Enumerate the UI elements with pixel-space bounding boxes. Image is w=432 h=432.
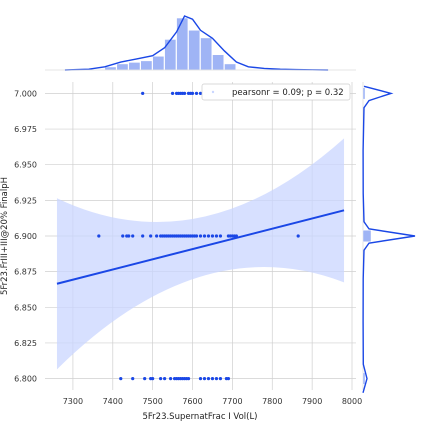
y-tick-label: 6.850 [14, 303, 37, 312]
top-marginal [45, 15, 356, 71]
scatter-point [198, 376, 203, 381]
scatter-point [198, 234, 203, 238]
main-panel: 7300 7400 7500 7600 7700 7800 7900 8000 6.8006.… [0, 82, 362, 422]
top-kde-curve [64, 15, 329, 71]
x-tick-label: 8000 [342, 397, 362, 406]
legend-box [201, 83, 351, 101]
y-tick-label: 6.800 [14, 375, 37, 384]
y-tick-label: 6.825 [14, 339, 37, 348]
histogram-bar [362, 230, 372, 242]
histogram-bar [362, 372, 366, 385]
histogram-bar [128, 62, 141, 71]
histogram-bar [140, 60, 153, 71]
scatter-point [143, 376, 147, 381]
scatter-point [151, 376, 155, 381]
histogram-bar [116, 63, 129, 71]
histogram-bar [224, 63, 237, 71]
scatter-point [218, 376, 223, 381]
x-tick-label: 7300 [63, 397, 83, 406]
x-tick-label: 7700 [222, 397, 242, 406]
histogram-bar [200, 37, 213, 71]
scatter-points [97, 91, 300, 381]
x-tick-labels: 7300 7400 7500 7600 7700 7800 7900 8000 [63, 397, 362, 406]
y-tick-label: 7.000 [14, 89, 37, 98]
scatter-point [131, 376, 135, 381]
scatter-point [202, 376, 207, 381]
histogram-bar [104, 66, 117, 71]
scatter-point [163, 376, 167, 381]
x-tick-label: 7600 [182, 397, 202, 406]
x-axis-label: 5Fr23.SupernatFrac I Vol(L) [142, 412, 257, 422]
scatter-point [214, 234, 219, 238]
scatter-point [202, 234, 207, 238]
scatter-point [186, 376, 191, 381]
scatter-point [194, 234, 199, 238]
scatter-point [159, 376, 163, 381]
scatter-point [127, 234, 131, 238]
scatter-point [214, 376, 219, 381]
scatter-point [119, 376, 123, 381]
y-tick-label: 6.950 [14, 161, 37, 170]
scatter-point [226, 376, 231, 381]
y-tick-label: 6.900 [14, 232, 37, 241]
x-tick-label: 7500 [142, 397, 162, 406]
legend-label: pearsonr = 0.09; p = 0.32 [232, 88, 344, 98]
histogram-bar [164, 39, 177, 71]
scatter-point [218, 234, 223, 238]
scatter-point [206, 234, 211, 238]
y-axis-label: 5Fr23.FrIII+III@20% FinalpH [0, 177, 10, 295]
right-marginal [362, 82, 416, 394]
scatter-point [190, 91, 195, 96]
scatter-point [170, 91, 175, 96]
scatter-point [149, 234, 153, 238]
scatter-point [210, 376, 215, 381]
scatter-point [182, 91, 187, 96]
x-tick-label: 7800 [262, 397, 282, 406]
histogram-bar [152, 55, 165, 71]
y-tick-label: 6.875 [14, 268, 37, 277]
histogram-bar [362, 87, 366, 100]
scatter-point [194, 91, 199, 96]
grid [45, 82, 356, 390]
histogram-bar [212, 54, 225, 71]
scatter-point [206, 376, 211, 381]
right-histogram [362, 87, 372, 385]
scatter-point [198, 91, 203, 96]
scatter-point [131, 234, 135, 238]
histogram-bar [188, 29, 201, 71]
scatter-point [210, 234, 215, 238]
top-histogram [104, 17, 237, 71]
y-tick-labels: 6.800 6.825 6.850 6.875 6.900 6.925 6.950 6.975… [14, 89, 37, 383]
scatter-point [168, 376, 173, 381]
y-tick-label: 6.975 [14, 125, 37, 134]
x-tick-label: 7900 [302, 397, 322, 406]
y-tick-label: 6.925 [14, 196, 37, 205]
right-kde-curve [362, 85, 416, 394]
histogram-bar [176, 17, 189, 71]
scatter-point [141, 91, 145, 96]
scatter-point [141, 234, 145, 238]
legend-marker [211, 90, 215, 94]
scatter-point [121, 234, 125, 238]
scatter-point [296, 234, 300, 238]
x-tick-label: 7400 [103, 397, 123, 406]
scatter-point [97, 234, 101, 238]
legend: pearsonr = 0.09; p = 0.32 [201, 83, 351, 101]
scatter-point [155, 234, 159, 238]
confidence-band [56, 138, 345, 370]
regression-line [56, 209, 345, 285]
